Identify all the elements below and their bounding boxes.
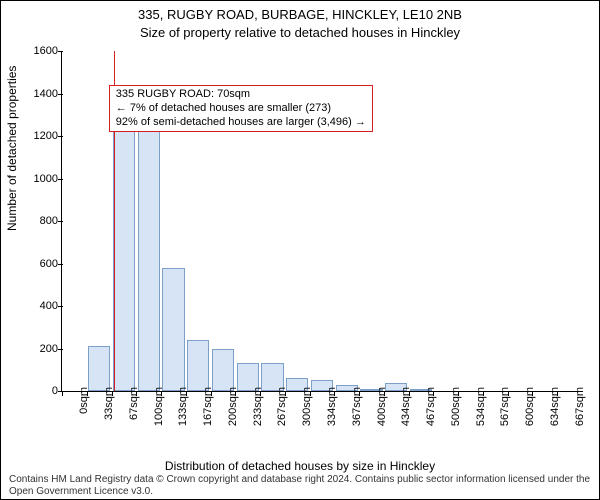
annotation-line: ← 7% of detached houses are smaller (273…	[116, 102, 366, 116]
y-axis-label: Number of detached properties	[5, 66, 19, 231]
x-tick-mark	[62, 391, 63, 396]
x-tick-mark	[458, 391, 459, 396]
x-tick-label: 367sqm	[351, 387, 363, 426]
x-tick-mark	[186, 391, 187, 396]
y-tick: 1000	[20, 173, 58, 185]
x-tick-mark	[557, 391, 558, 396]
x-tick-mark	[285, 391, 286, 396]
annotation-line: 335 RUGBY ROAD: 70sqm	[116, 88, 366, 102]
x-tick-mark	[260, 391, 261, 396]
x-tick-label: 100sqm	[153, 387, 165, 426]
annotation-line: 92% of semi-detached houses are larger (…	[116, 116, 366, 130]
x-tick-label: 534sqm	[475, 387, 487, 426]
bar	[162, 268, 184, 391]
bar	[113, 130, 135, 391]
x-tick-label: 467sqm	[425, 387, 437, 426]
x-tick-label: 33sqm	[103, 387, 115, 420]
x-tick-label: 233sqm	[252, 387, 264, 426]
x-tick-label: 400sqm	[376, 387, 388, 426]
x-tick-mark	[508, 391, 509, 396]
bar	[138, 115, 160, 391]
x-tick-label: 667sqm	[574, 387, 586, 426]
x-tick-mark	[136, 391, 137, 396]
x-tick-mark	[161, 391, 162, 396]
x-tick-label: 434sqm	[400, 387, 412, 426]
chart-title-line1: 335, RUGBY ROAD, BURBAGE, HINCKLEY, LE10…	[1, 7, 599, 22]
x-tick-mark	[334, 391, 335, 396]
copyright-notice: Contains HM Land Registry data © Crown c…	[9, 474, 591, 497]
x-tick-label: 567sqm	[499, 387, 511, 426]
x-tick-label: 267sqm	[276, 387, 288, 426]
x-tick-mark	[409, 391, 410, 396]
x-tick-label: 67sqm	[128, 387, 140, 420]
x-tick-label: 200sqm	[227, 387, 239, 426]
x-tick-mark	[433, 391, 434, 396]
y-tick: 600	[20, 258, 58, 270]
x-tick-label: 334sqm	[326, 387, 338, 426]
x-tick-label: 600sqm	[524, 387, 536, 426]
x-tick-label: 167sqm	[202, 387, 214, 426]
y-tick: 1600	[20, 45, 58, 57]
x-tick-label: 133sqm	[177, 387, 189, 426]
annotation-box: 335 RUGBY ROAD: 70sqm← 7% of detached ho…	[109, 85, 373, 132]
chart-title-line2: Size of property relative to detached ho…	[1, 25, 599, 40]
x-tick-label: 500sqm	[450, 387, 462, 426]
x-tick-mark	[235, 391, 236, 396]
y-tick: 200	[20, 343, 58, 355]
x-tick-label: 634sqm	[549, 387, 561, 426]
x-tick-label: 0sqm	[78, 387, 90, 414]
x-tick-mark	[483, 391, 484, 396]
x-tick-mark	[384, 391, 385, 396]
bar	[88, 346, 110, 391]
x-tick-mark	[87, 391, 88, 396]
y-tick: 1200	[20, 130, 58, 142]
bar	[187, 340, 209, 391]
y-tick: 0	[20, 385, 58, 397]
y-tick: 400	[20, 300, 58, 312]
x-tick-mark	[310, 391, 311, 396]
y-tick: 800	[20, 215, 58, 227]
chart-container: 335, RUGBY ROAD, BURBAGE, HINCKLEY, LE10…	[0, 0, 600, 500]
plot-area: 020040060080010001200140016000sqm33sqm67…	[61, 51, 582, 392]
x-tick-label: 300sqm	[301, 387, 313, 426]
bar	[212, 349, 234, 392]
x-tick-mark	[532, 391, 533, 396]
x-tick-mark	[112, 391, 113, 396]
x-axis-label: Distribution of detached houses by size …	[1, 459, 599, 473]
y-tick: 1400	[20, 88, 58, 100]
x-tick-mark	[359, 391, 360, 396]
x-tick-mark	[211, 391, 212, 396]
